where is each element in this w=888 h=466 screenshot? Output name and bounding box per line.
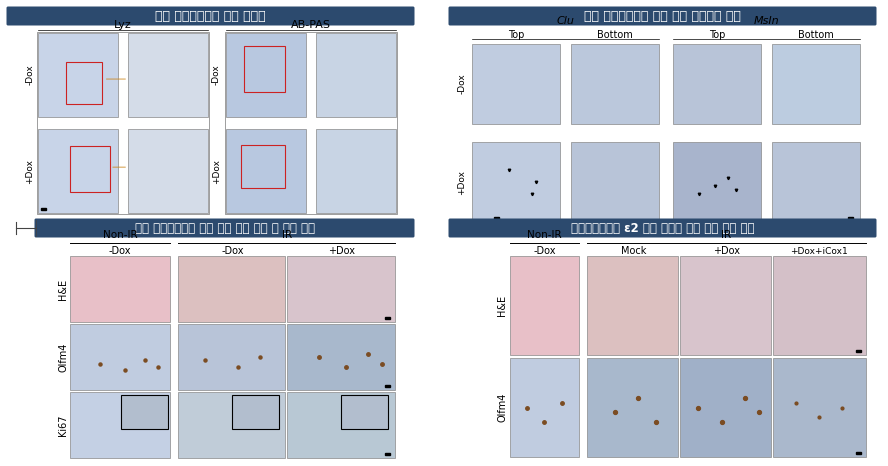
Bar	[70, 256, 170, 322]
Text: IR: IR	[721, 230, 731, 240]
Bar	[472, 44, 560, 124]
Text: Top: Top	[709, 30, 725, 40]
Bar	[316, 130, 396, 213]
Text: +Dox+iCox1: +Dox+iCox1	[790, 247, 848, 255]
Bar	[385, 385, 391, 386]
Bar	[66, 62, 102, 104]
Bar	[241, 144, 284, 188]
Text: H&E: H&E	[58, 279, 68, 300]
Text: Lyz: Lyz	[115, 20, 132, 30]
Text: +Dox: +Dox	[328, 246, 354, 256]
Bar	[571, 44, 659, 124]
Text: -Dox: -Dox	[457, 74, 466, 95]
Bar	[38, 130, 118, 213]
Bar	[494, 217, 499, 219]
Text: Bottom: Bottom	[798, 30, 834, 40]
Text: -Dox: -Dox	[211, 64, 221, 85]
Bar	[244, 46, 285, 92]
Bar	[70, 324, 170, 390]
Bar	[385, 317, 391, 318]
FancyBboxPatch shape	[6, 7, 415, 26]
Bar	[679, 358, 771, 457]
Bar	[855, 452, 860, 453]
Bar	[37, 32, 210, 214]
FancyBboxPatch shape	[448, 7, 876, 26]
Bar	[773, 44, 860, 124]
Text: 생체 리프로그램에 의한 소장 조직 손상 후 재생 촉진: 생체 리프로그램에 의한 소장 조직 손상 후 재생 촉진	[134, 221, 314, 234]
Bar	[510, 358, 579, 457]
Text: -Dox: -Dox	[533, 246, 556, 256]
Text: -Dox: -Dox	[26, 64, 35, 85]
Bar	[128, 33, 208, 116]
Text: -Dox: -Dox	[221, 246, 243, 256]
Bar	[41, 208, 46, 210]
FancyBboxPatch shape	[448, 219, 876, 238]
Bar	[855, 350, 860, 351]
Bar	[178, 392, 285, 458]
Bar	[679, 256, 771, 355]
Bar	[773, 142, 860, 222]
Text: Bottom: Bottom	[598, 30, 633, 40]
Text: Olfm4: Olfm4	[58, 343, 68, 372]
Text: Ki67: Ki67	[58, 414, 68, 436]
Text: H&E: H&E	[497, 295, 507, 316]
Text: Mock: Mock	[621, 246, 646, 256]
Bar	[673, 44, 761, 124]
Text: 프로스타글란딘 ε2 형성 억제에 의한 소장 재생 지해: 프로스타글란딘 ε2 형성 억제에 의한 소장 재생 지해	[571, 221, 754, 234]
Bar	[510, 256, 579, 355]
Bar	[226, 32, 398, 214]
Text: 생체 리프로그램에 의한 역분화: 생체 리프로그램에 의한 역분화	[155, 9, 266, 22]
Bar	[472, 142, 560, 222]
Bar	[287, 256, 395, 322]
Text: Non-IR: Non-IR	[527, 230, 562, 240]
Bar	[848, 217, 853, 219]
Text: -Dox: -Dox	[108, 246, 131, 256]
Text: Top: Top	[508, 30, 524, 40]
Text: Olfm4: Olfm4	[497, 393, 507, 422]
Text: +Dox: +Dox	[26, 159, 35, 184]
Text: +Dox: +Dox	[713, 246, 740, 256]
Text: +Dox: +Dox	[457, 170, 466, 195]
Bar	[287, 392, 395, 458]
Bar	[70, 392, 170, 458]
Bar	[121, 395, 168, 429]
Bar	[571, 142, 659, 222]
Bar	[70, 146, 110, 192]
Text: 생체 리프로그램에 의한 재생 줄기세포 형성: 생체 리프로그램에 의한 재생 줄기세포 형성	[584, 9, 741, 22]
Text: +Dox: +Dox	[211, 159, 221, 184]
Bar	[128, 130, 208, 213]
Text: AB-PAS: AB-PAS	[291, 20, 331, 30]
Bar	[178, 324, 285, 390]
FancyBboxPatch shape	[35, 219, 415, 238]
Text: Clu: Clu	[557, 16, 575, 26]
Bar	[341, 395, 388, 429]
Bar	[587, 256, 678, 355]
Bar	[38, 33, 118, 116]
Text: IR: IR	[281, 230, 292, 240]
Bar	[226, 33, 306, 116]
Bar	[316, 33, 396, 116]
Text: MsIn: MsIn	[754, 16, 780, 26]
Bar	[773, 256, 866, 355]
Text: Non-IR: Non-IR	[103, 230, 138, 240]
Bar	[178, 256, 285, 322]
Bar	[226, 130, 306, 213]
Bar	[587, 358, 678, 457]
Bar	[287, 324, 395, 390]
Bar	[673, 142, 761, 222]
Bar	[385, 453, 391, 454]
Bar	[773, 358, 866, 457]
Bar	[233, 395, 280, 429]
